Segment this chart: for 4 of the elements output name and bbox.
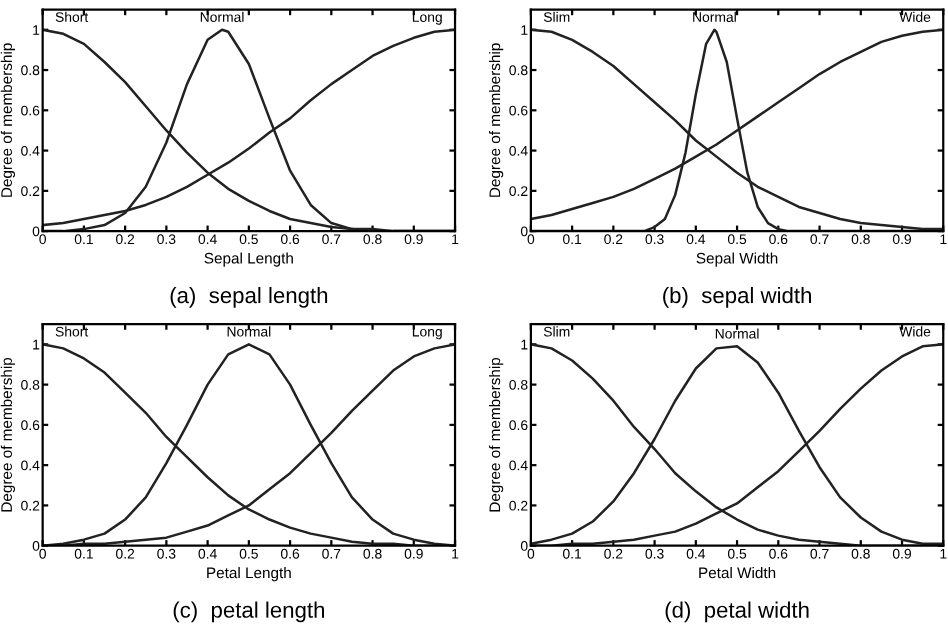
text: (b) sepal width xyxy=(663,286,811,308)
text: (d) petal width xyxy=(665,601,809,623)
text: (a) sepal length xyxy=(170,286,328,308)
text: (c) petal length xyxy=(173,601,324,623)
